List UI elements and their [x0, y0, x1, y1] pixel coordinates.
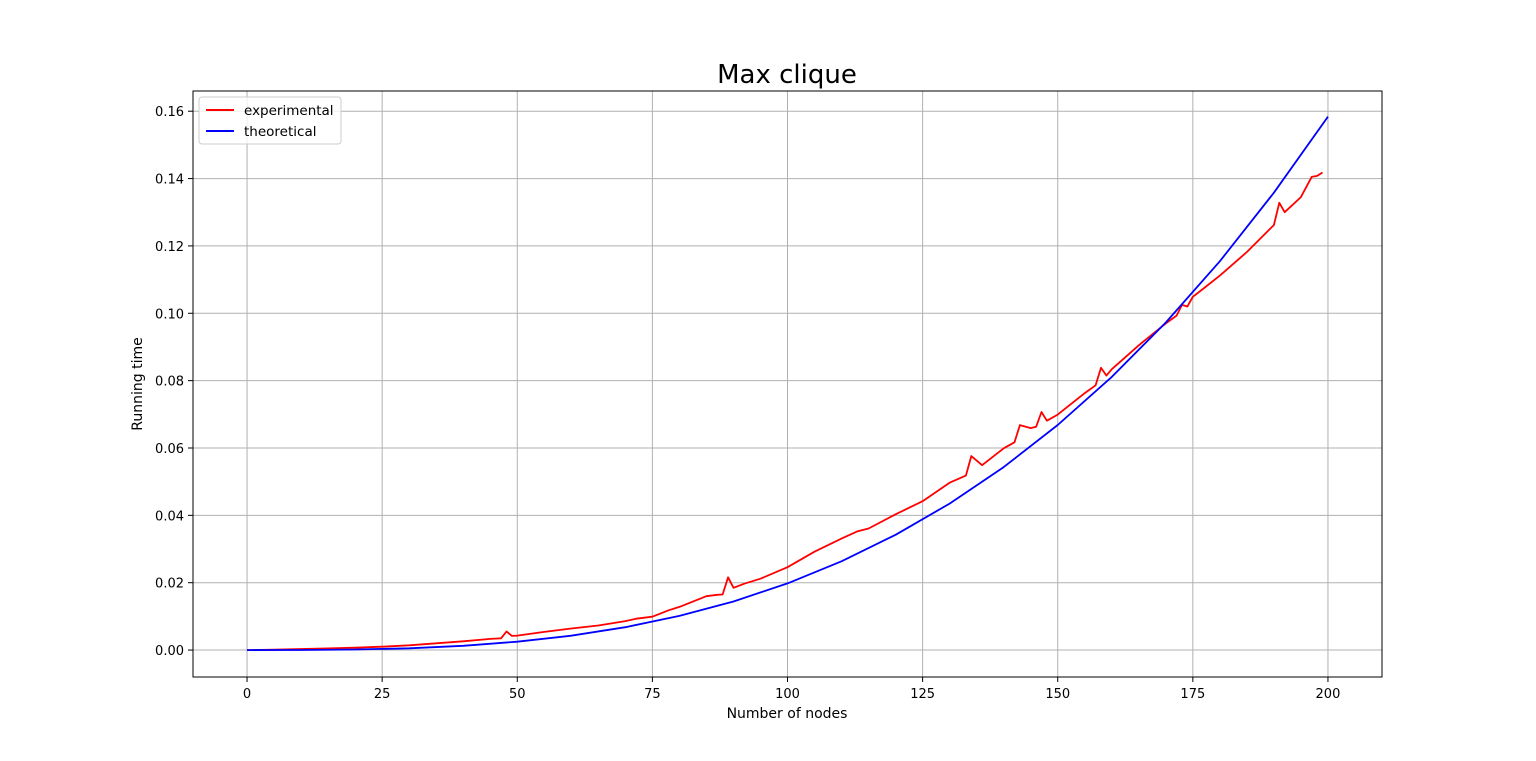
x-axis-label: Number of nodes: [727, 706, 848, 722]
y-tick-label: 0.08: [155, 375, 184, 390]
x-tick-label: 50: [509, 687, 526, 702]
data-series: [246, 116, 1329, 651]
legend-label-experimental: experimental: [244, 103, 334, 119]
x-tick-label: 25: [374, 687, 391, 702]
x-axis-ticks: 0 25 50 75 100 125 150 175 200: [243, 677, 1340, 702]
y-tick-label: 0.00: [155, 644, 184, 659]
x-tick-label: 0: [243, 687, 251, 702]
x-tick-label: 100: [775, 687, 800, 702]
y-tick-label: 0.16: [155, 105, 184, 120]
y-tick-label: 0.14: [155, 173, 184, 188]
legend: experimental theoretical: [198, 96, 342, 145]
y-tick-label: 0.12: [155, 240, 184, 255]
x-tick-label: 125: [910, 687, 935, 702]
legend-label-theoretical: theoretical: [244, 124, 316, 140]
y-axis-ticks: 0.00 0.02 0.04 0.06 0.08 0.10 0.12 0.14 0.16: [155, 105, 193, 659]
y-tick-label: 0.02: [155, 577, 184, 592]
x-tick-label: 150: [1045, 687, 1070, 702]
y-axis-label: Running time: [130, 337, 146, 430]
series-line-theoretical: [246, 116, 1329, 651]
x-tick-label: 200: [1316, 687, 1341, 702]
legend-box: [198, 96, 342, 145]
series-line-experimental: [246, 171, 1323, 651]
chart-title: Max clique: [717, 60, 857, 90]
y-tick-label: 0.06: [155, 442, 184, 457]
y-tick-label: 0.04: [155, 509, 184, 524]
y-tick-label: 0.10: [155, 307, 184, 322]
x-tick-label: 75: [644, 687, 661, 702]
x-tick-label: 175: [1180, 687, 1205, 702]
